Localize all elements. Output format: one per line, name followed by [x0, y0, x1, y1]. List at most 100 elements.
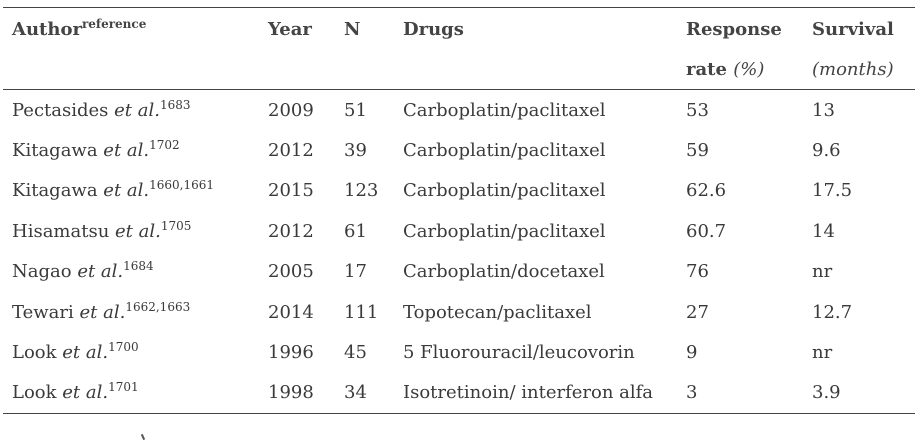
author-etal: et al. [103, 140, 150, 162]
cell-year: 2005 [268, 261, 314, 283]
cell-response: 3 [677, 372, 803, 415]
author-ref: 1700 [108, 340, 139, 355]
cell-survival: nr [812, 342, 833, 364]
cell-n: 39 [344, 140, 367, 162]
author-etal: et al. [114, 99, 160, 121]
cell-drugs: 5 Fluorouracil/leucovorin [403, 342, 635, 364]
table-body: Pectasides et al.1683 2009 51 Carboplatin/p… [3, 90, 915, 415]
author-name: Kitagawa [12, 180, 98, 202]
cell-year: 2012 [268, 140, 314, 162]
author-ref: 1702 [149, 138, 180, 153]
cell-n: 123 [344, 180, 379, 202]
table-row: Pectasides et al.1683 2009 51 Carboplatin/p… [3, 90, 915, 131]
author-etal: et al. [115, 220, 161, 242]
stray-mark [140, 433, 146, 441]
author-name: Look [12, 382, 57, 404]
cell-survival: 13 [812, 99, 835, 121]
header-n-blank [335, 50, 394, 90]
header-drugs-blank [394, 50, 677, 90]
author-name: Pectasides [12, 99, 109, 121]
cell-n: 51 [344, 99, 367, 121]
table-row: Tewari et al.1662,1663 2014 111 Topotecan/p… [3, 292, 915, 332]
cell-year: 1998 [259, 372, 335, 415]
cell-survival: 12.7 [812, 301, 853, 323]
cell-n: 45 [344, 342, 367, 364]
cell-response: 27 [686, 301, 709, 323]
cell-survival: 3.9 [803, 372, 915, 415]
header-drugs: Drugs [394, 7, 677, 50]
author-ref: 1683 [159, 97, 191, 112]
header-response: Response [677, 7, 803, 50]
header-author: Authorreference [3, 7, 259, 50]
cell-drugs: Carboplatin/paclitaxel [403, 220, 606, 242]
cell-survival: 14 [812, 220, 835, 242]
table-row: Hisamatsu et al.1705 2012 61 Carboplatin/pa… [3, 211, 915, 251]
cell-n: 61 [344, 220, 367, 242]
header-row-2: rate (%) (months) [3, 50, 915, 90]
cell-n: 17 [344, 261, 367, 283]
cell-drugs: Carboplatin/paclitaxel [403, 140, 606, 162]
author-name: Look [12, 342, 57, 364]
table-row: Kitagawa et al.1660,1661 2015 123 Carboplat… [3, 171, 915, 211]
header-row-1: Authorreference Year N Drugs Response Su… [3, 7, 915, 50]
table-row: Look et al.1700 1996 45 5 Fluorouracil/leuc… [3, 332, 915, 372]
cell-response: 76 [686, 261, 709, 283]
author-etal: et al. [79, 301, 126, 323]
author-name: Tewari [12, 301, 74, 323]
header-author-sup: reference [81, 16, 147, 31]
author-name: Nagao [12, 261, 72, 283]
author-ref: 1684 [123, 259, 154, 274]
header-n: N [335, 7, 394, 50]
cell-response: 53 [686, 99, 709, 121]
table-row: Kitagawa et al.1702 2012 39 Carboplatin/pac… [3, 130, 915, 170]
author-ref: 1701 [108, 380, 139, 395]
author-ref: 1662,1663 [125, 299, 191, 314]
cell-survival: 17.5 [812, 180, 853, 202]
results-table: Authorreference Year N Drugs Response Su… [3, 7, 915, 415]
cell-author: Nagao et al.1684 [3, 252, 259, 292]
header-survival: Survival [803, 7, 915, 50]
header-author-blank [3, 50, 259, 90]
author-etal: et al. [62, 382, 109, 404]
cell-response: 62.6 [686, 180, 727, 202]
cell-author: Look et al.1701 [3, 372, 259, 415]
cell-response: 59 [686, 140, 709, 162]
cell-author: Pectasides et al.1683 [3, 90, 259, 131]
cell-author: Kitagawa et al.1702 [3, 130, 259, 170]
header-year: Year [259, 7, 335, 50]
cell-year: 1996 [268, 342, 314, 364]
header-year-blank [259, 50, 335, 90]
cell-year: 2014 [268, 301, 314, 323]
table-row: Look et al.1701 1998 34 Isotretinoin/ inter… [3, 372, 915, 415]
results-table-container: Authorreference Year N Drugs Response Su… [3, 7, 915, 415]
table-row: Nagao et al.1684 2005 17 Carboplatin/doceta… [3, 252, 915, 292]
cell-drugs: Carboplatin/docetaxel [403, 261, 605, 283]
cell-author: Tewari et al.1662,1663 [3, 292, 259, 332]
cell-response: 9 [686, 342, 698, 364]
author-ref: 1660,1661 [149, 178, 215, 193]
cell-drugs: Carboplatin/paclitaxel [403, 99, 606, 121]
cell-year: 2012 [268, 220, 314, 242]
cell-response: 60.7 [686, 220, 727, 242]
author-name: Kitagawa [12, 140, 98, 162]
cell-drugs: Isotretinoin/ interferon alfa [394, 372, 677, 415]
author-etal: et al. [103, 180, 150, 202]
cell-n: 111 [344, 301, 379, 323]
author-etal: et al. [62, 342, 109, 364]
header-survival-unit: (months) [803, 50, 915, 90]
cell-drugs: Topotecan/paclitaxel [403, 301, 592, 323]
table-header: Authorreference Year N Drugs Response Su… [3, 7, 915, 90]
author-etal: et al. [77, 261, 124, 283]
author-ref: 1705 [160, 218, 192, 233]
cell-drugs: Carboplatin/paclitaxel [403, 180, 606, 202]
cell-survival: nr [812, 261, 833, 283]
cell-n: 34 [335, 372, 394, 415]
header-response-unit: rate (%) [677, 50, 803, 90]
cell-author: Hisamatsu et al.1705 [3, 211, 259, 251]
cell-survival: 9.6 [812, 140, 841, 162]
author-name: Hisamatsu [12, 220, 110, 242]
cell-author: Look et al.1700 [3, 332, 259, 372]
cell-author: Kitagawa et al.1660,1661 [3, 171, 259, 211]
cell-year: 2015 [268, 180, 314, 202]
cell-year: 2009 [268, 99, 314, 121]
